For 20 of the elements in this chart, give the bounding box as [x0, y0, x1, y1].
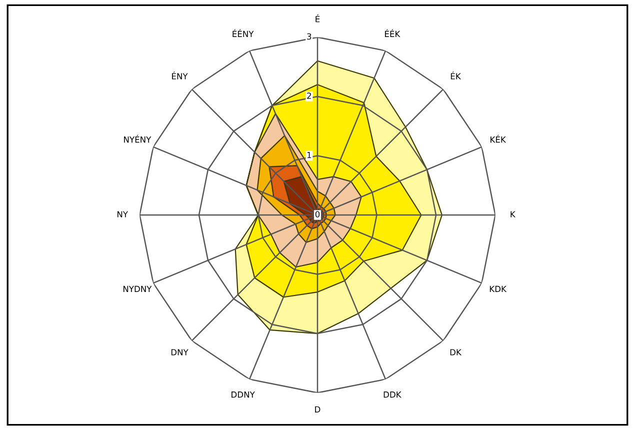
y-tick-label: 2: [307, 92, 311, 99]
spoke-label: ÉÉK: [385, 29, 400, 37]
spoke-label: DDK: [384, 392, 402, 398]
spoke-label: KÉK: [490, 134, 506, 143]
spoke-label: É: [316, 14, 320, 22]
spoke-label: KDK: [490, 286, 507, 292]
spoke-label: ÉK: [450, 72, 462, 80]
spoke-label: NYÉNY: [124, 134, 152, 143]
spoke-label: D: [315, 406, 320, 412]
spoke-label: K: [510, 211, 516, 218]
spoke-label: DDNY: [232, 392, 255, 398]
spoke-label: NY: [117, 211, 128, 218]
y-tick-label: 0: [315, 211, 320, 218]
y-tick-label: 3: [307, 33, 312, 40]
spoke-label: ÉNY: [172, 72, 188, 80]
spoke-label: ÉÉNY: [232, 29, 254, 37]
y-tick-label: 1: [307, 152, 312, 158]
spoke-label: DNY: [171, 349, 188, 356]
spoke-label: DK: [450, 349, 462, 356]
spoke-label: NYDNY: [123, 286, 152, 292]
